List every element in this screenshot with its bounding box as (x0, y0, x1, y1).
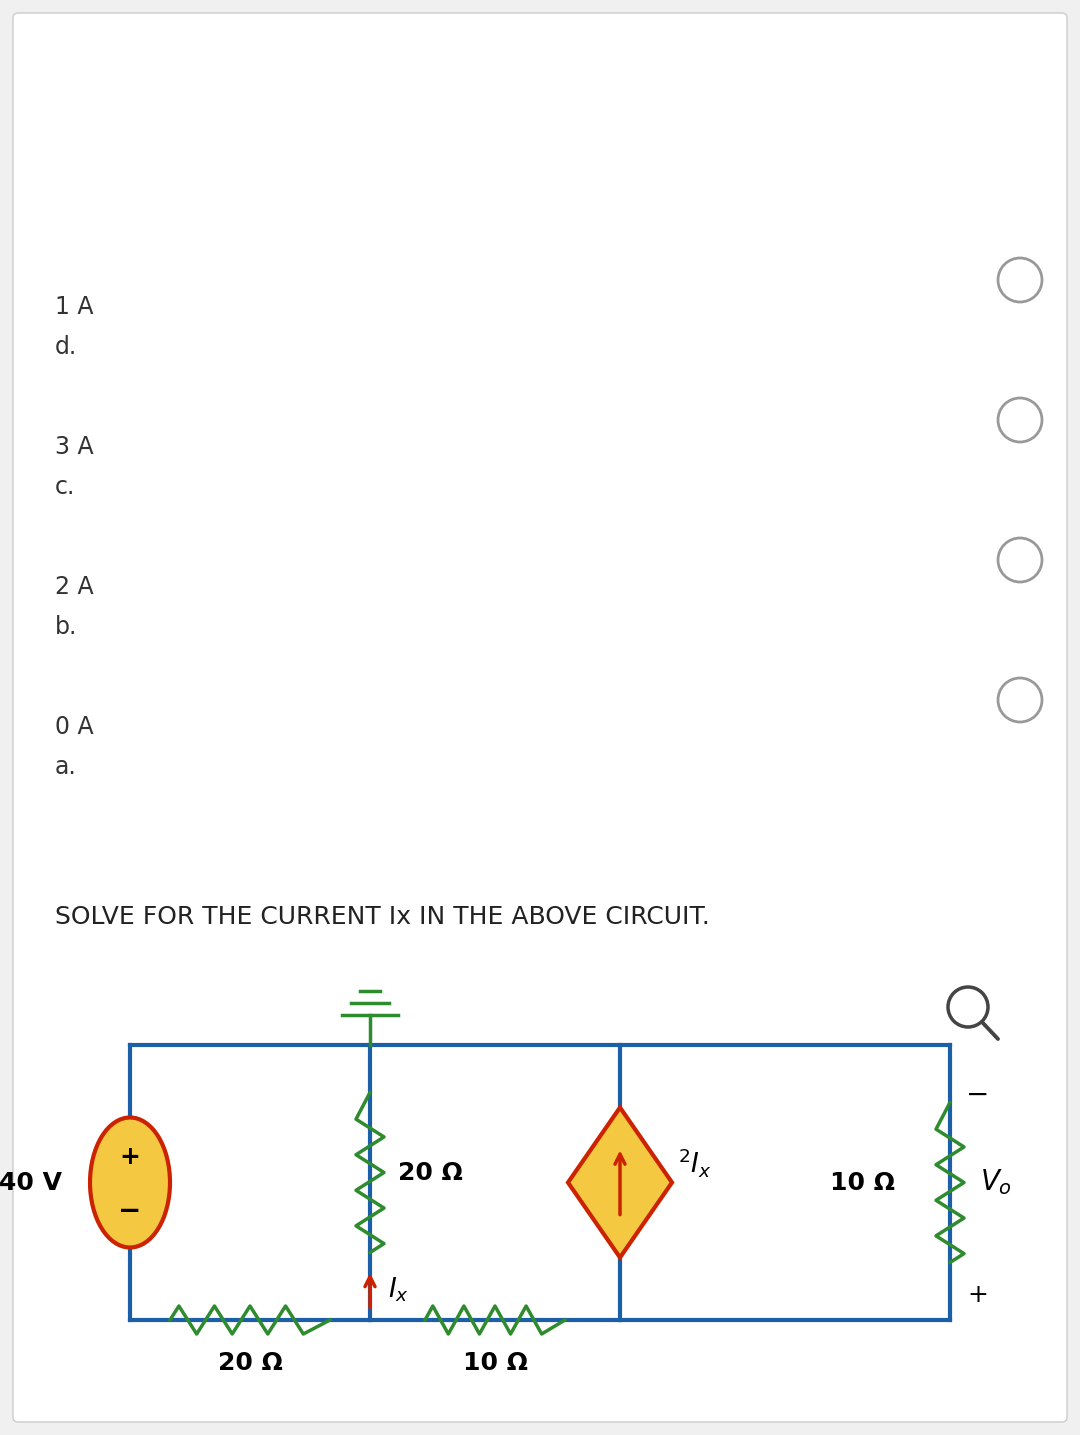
Text: −: − (119, 1197, 141, 1224)
Text: 3 A: 3 A (55, 435, 94, 459)
Text: $V_o$: $V_o$ (980, 1168, 1012, 1197)
Text: d.: d. (55, 334, 78, 359)
Text: c.: c. (55, 475, 76, 499)
Ellipse shape (90, 1118, 170, 1247)
Text: +: + (968, 1283, 988, 1307)
Text: −: − (967, 1081, 989, 1109)
Text: a.: a. (55, 755, 77, 779)
Text: 1 A: 1 A (55, 296, 94, 319)
Circle shape (998, 538, 1042, 583)
Text: 2 A: 2 A (55, 575, 94, 598)
Text: 10 Ω: 10 Ω (831, 1171, 895, 1194)
Circle shape (948, 987, 988, 1027)
Circle shape (998, 397, 1042, 442)
Circle shape (998, 677, 1042, 722)
Text: $I_x$: $I_x$ (388, 1276, 409, 1304)
Text: b.: b. (55, 616, 78, 639)
Text: SOLVE FOR THE CURRENT Ix IN THE ABOVE CIRCUIT.: SOLVE FOR THE CURRENT Ix IN THE ABOVE CI… (55, 905, 710, 928)
Text: 20 Ω: 20 Ω (399, 1161, 462, 1184)
Text: +: + (120, 1145, 140, 1170)
Text: $^2I_x$: $^2I_x$ (678, 1147, 712, 1180)
Text: 40 V: 40 V (0, 1171, 62, 1194)
Text: 10 Ω: 10 Ω (462, 1350, 527, 1375)
Text: 0 A: 0 A (55, 715, 94, 739)
Text: 20 Ω: 20 Ω (218, 1350, 282, 1375)
Circle shape (998, 258, 1042, 301)
FancyBboxPatch shape (13, 13, 1067, 1422)
Polygon shape (568, 1108, 672, 1257)
